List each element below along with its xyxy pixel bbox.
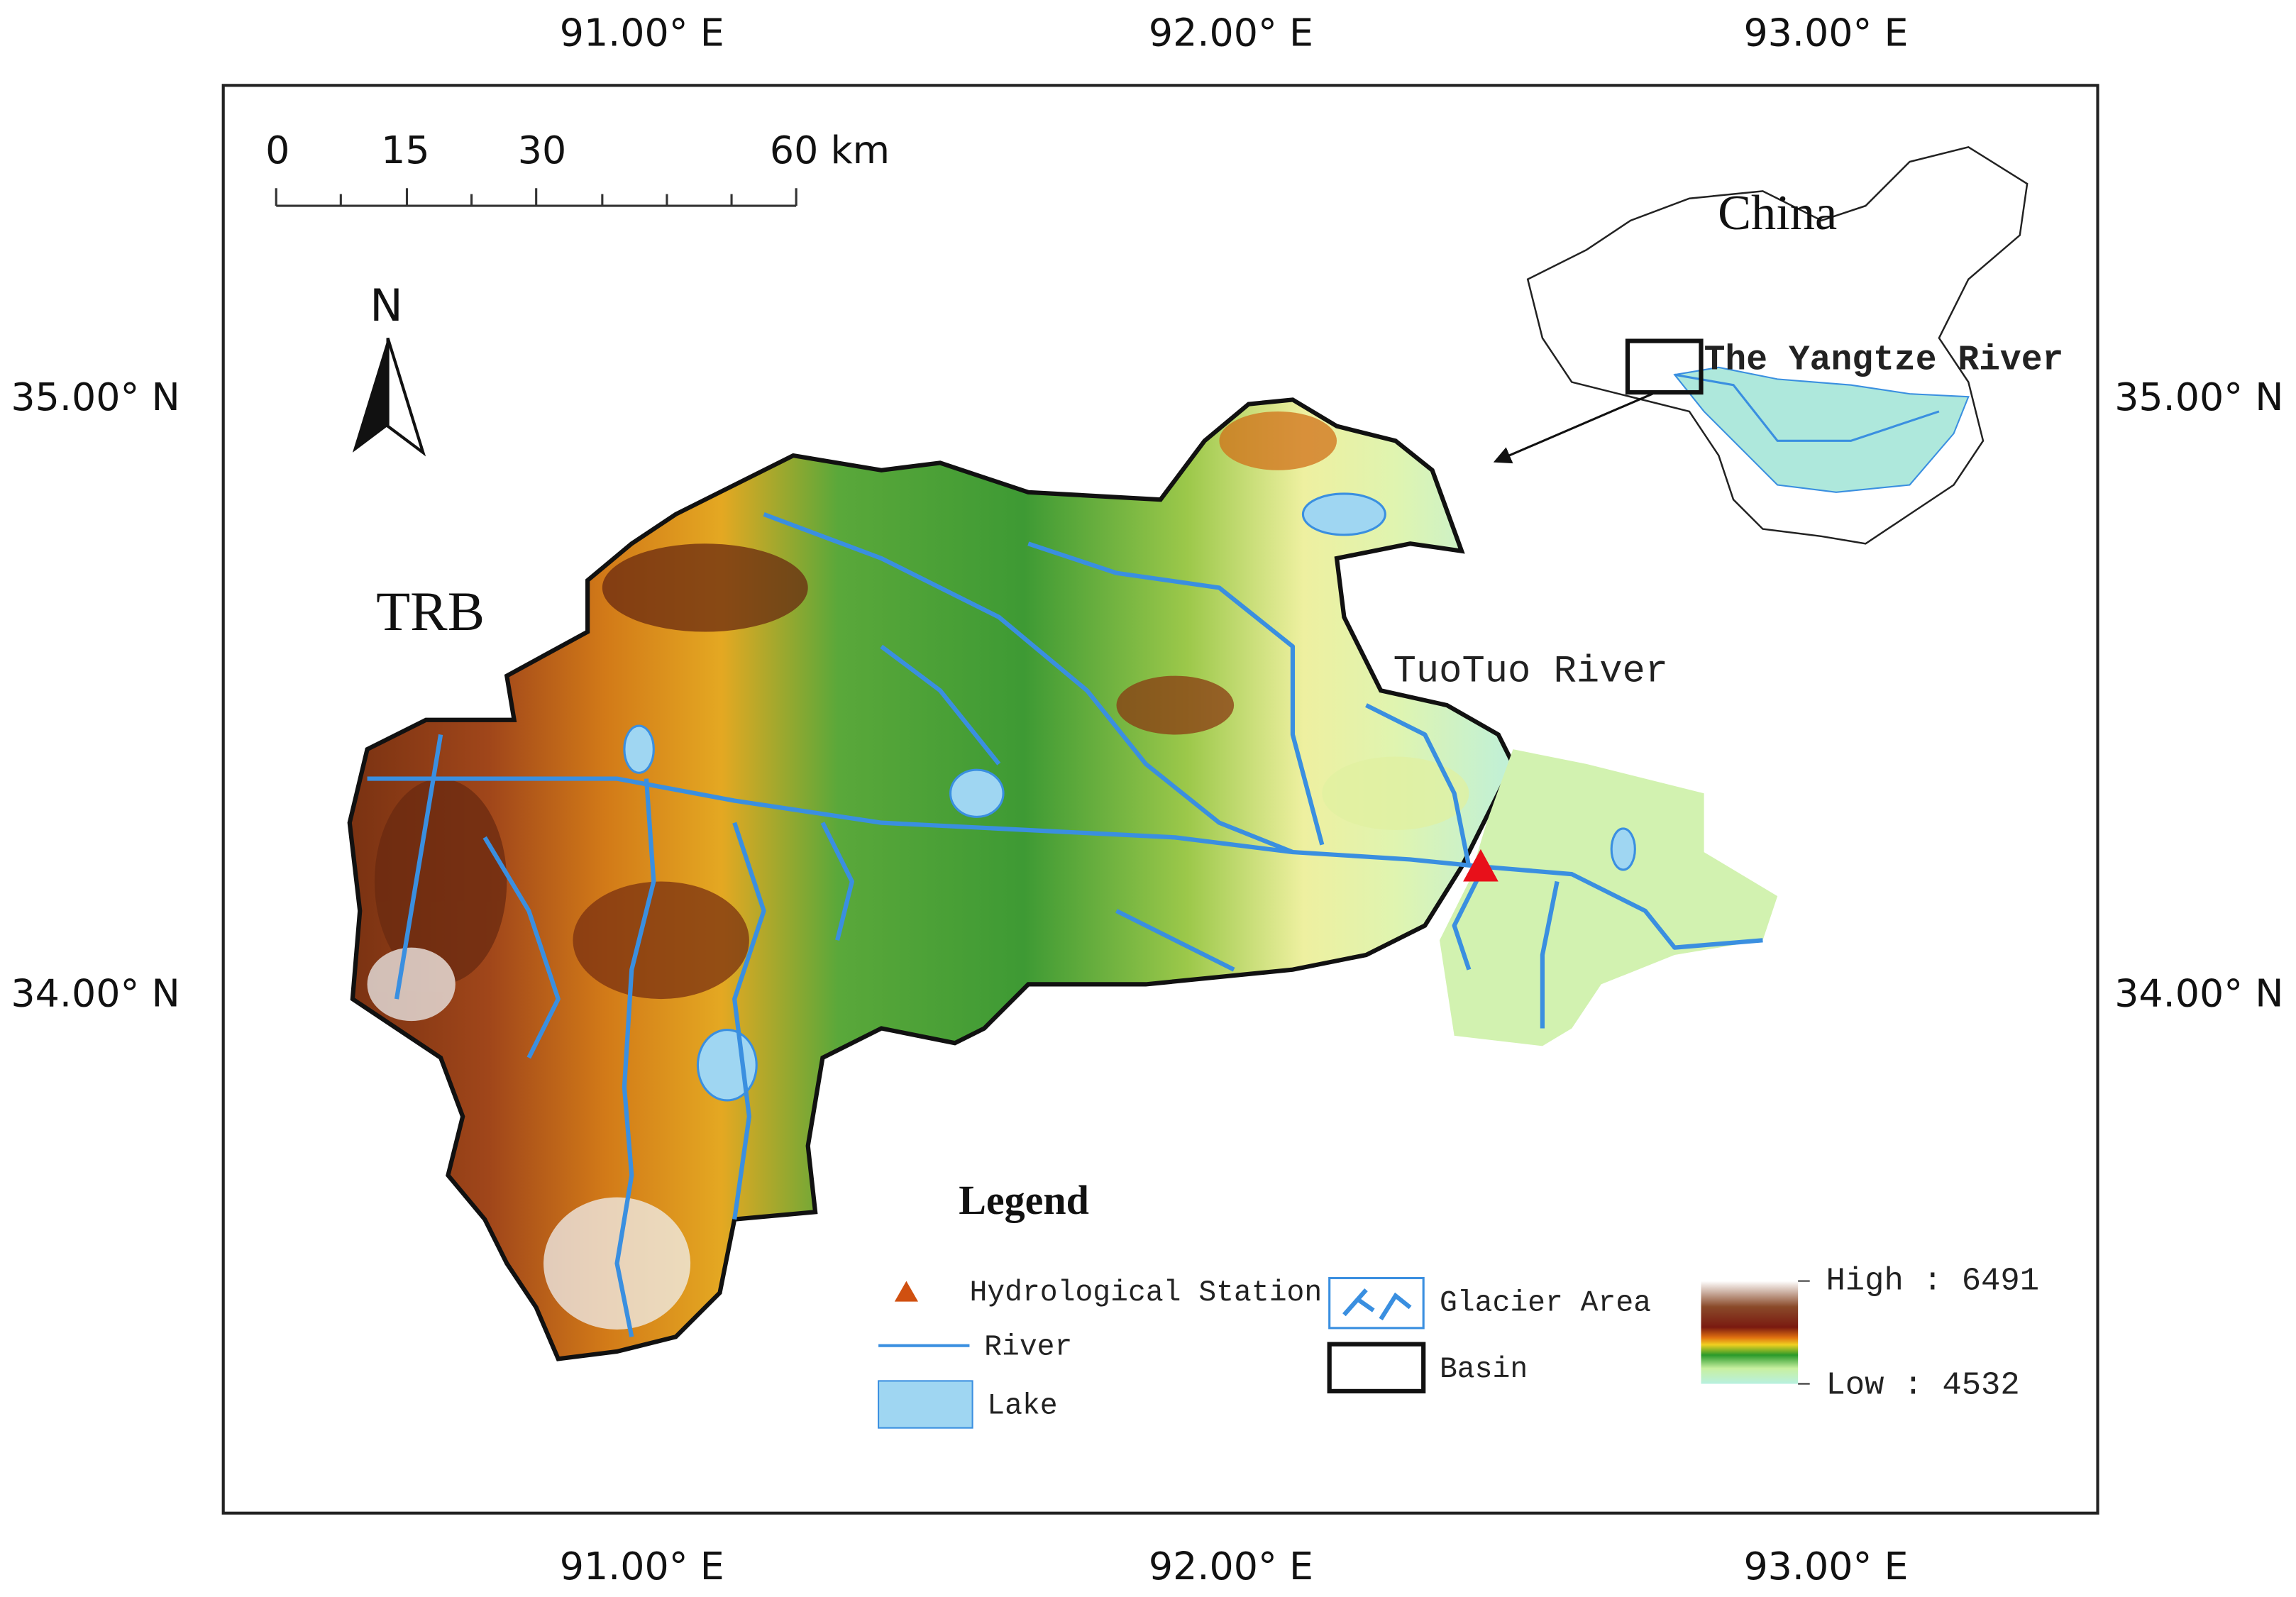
top-label: 93.00° E xyxy=(1743,11,1908,55)
bottom-label: 92.00° E xyxy=(1149,1544,1313,1588)
legend-low: Low : 4532 xyxy=(1826,1367,2019,1404)
rivers xyxy=(367,512,1763,1337)
legend-lake-icon xyxy=(878,1380,973,1429)
river-label: TuoTuo River xyxy=(1393,651,1669,694)
basin-label: TRB xyxy=(376,581,485,643)
legend-item: Lake xyxy=(987,1391,1057,1423)
bottom-label: 93.00° E xyxy=(1743,1544,1908,1588)
scale-label: 30 xyxy=(518,128,566,172)
scale-label: 0 xyxy=(265,128,289,172)
basin xyxy=(347,397,1516,1361)
map-frame xyxy=(221,84,2099,1515)
legend-station-icon xyxy=(894,1281,918,1302)
downstream-area xyxy=(1439,749,1778,1046)
legend-item: Basin xyxy=(1440,1354,1528,1386)
top-label: 92.00° E xyxy=(1149,11,1313,55)
legend-item: Glacier Area xyxy=(1440,1288,1651,1320)
inset-china xyxy=(1493,145,2029,545)
top-label: 91.00° E xyxy=(560,11,724,55)
inset-river: The Yangtze River xyxy=(1704,341,2064,380)
north-arrow xyxy=(352,337,426,457)
north-label: N xyxy=(370,280,402,331)
bottom-label: 91.00° E xyxy=(560,1544,724,1588)
legend-high: High : 6491 xyxy=(1826,1263,2039,1300)
hydrological-station xyxy=(1463,849,1499,882)
left-label: 35.00° N xyxy=(11,375,180,419)
legend-glacier-icon xyxy=(1328,1276,1425,1330)
lakes xyxy=(623,492,1636,1102)
scale-bar xyxy=(275,188,797,207)
relief xyxy=(367,411,1469,1330)
scale-label: 60 km xyxy=(770,128,890,172)
legend-basin-icon xyxy=(1327,1342,1426,1394)
scale-label: 15 xyxy=(381,128,429,172)
legend-elevation-bar xyxy=(1701,1281,1799,1384)
right-label: 35.00° N xyxy=(2114,375,2283,419)
inset-country: China xyxy=(1718,185,1837,241)
legend-item: River xyxy=(984,1332,1072,1364)
left-label: 34.00° N xyxy=(11,971,180,1016)
legend-item: Hydrological Station xyxy=(969,1277,1322,1310)
right-label: 34.00° N xyxy=(2114,971,2283,1016)
legend-title: Legend xyxy=(959,1177,1089,1223)
